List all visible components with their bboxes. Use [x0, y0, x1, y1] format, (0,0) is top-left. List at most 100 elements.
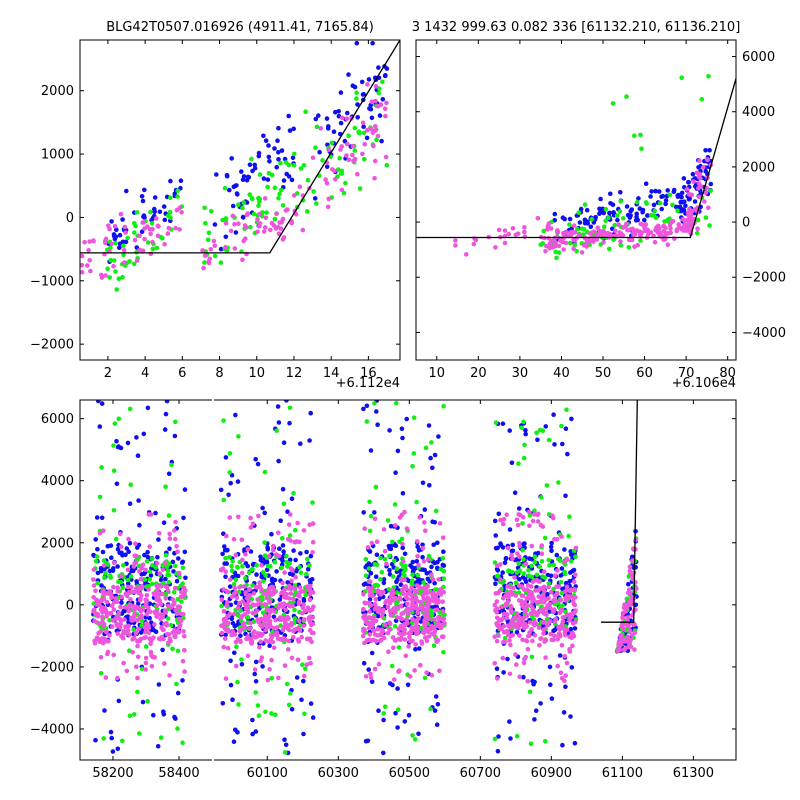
data-point-magenta	[548, 631, 553, 637]
data-point-magenta	[107, 226, 112, 232]
data-point-green	[231, 582, 237, 587]
data-point-blue	[510, 548, 516, 554]
data-point-blue	[258, 554, 263, 560]
data-point-magenta	[572, 587, 578, 592]
data-point-magenta	[130, 637, 135, 642]
data-point-blue	[432, 708, 438, 713]
data-point-magenta	[591, 239, 596, 244]
data-point-magenta	[212, 243, 218, 249]
data-point-blue	[235, 479, 241, 484]
data-point-green	[543, 739, 548, 744]
data-point-blue	[377, 596, 382, 602]
data-point-magenta	[232, 611, 237, 617]
data-point-magenta	[373, 638, 379, 644]
data-point-magenta	[269, 634, 275, 640]
data-point-magenta	[310, 155, 316, 161]
data-point-blue	[178, 178, 184, 183]
data-point-blue	[259, 574, 265, 580]
data-point-magenta	[548, 605, 553, 611]
data-point-blue	[381, 580, 387, 586]
data-point-green	[127, 713, 133, 719]
data-point-green	[281, 501, 287, 507]
data-point-magenta	[527, 633, 532, 639]
data-point-magenta	[530, 518, 536, 524]
y-tick-label: −4000	[742, 326, 786, 341]
data-point-magenta	[275, 636, 281, 641]
data-point-green	[103, 570, 108, 576]
data-point-green	[367, 499, 372, 505]
data-point-green	[516, 561, 521, 566]
data-point-blue	[291, 548, 296, 553]
data-point-green	[108, 573, 113, 578]
data-point-green	[521, 455, 527, 461]
data-point-magenta	[244, 212, 250, 217]
data-point-green	[113, 240, 118, 246]
data-point-magenta	[125, 628, 131, 633]
data-point-blue	[431, 542, 437, 547]
data-point-magenta	[552, 243, 558, 249]
data-point-green	[269, 172, 275, 178]
data-point-magenta	[571, 579, 577, 584]
data-point-magenta	[162, 661, 167, 666]
data-point-blue	[228, 480, 233, 486]
data-point-blue	[416, 731, 421, 737]
data-point-green	[236, 202, 241, 207]
data-point-magenta	[150, 239, 155, 245]
data-point-magenta	[551, 608, 556, 614]
data-point-magenta	[286, 623, 292, 628]
data-point-magenta	[178, 611, 184, 617]
data-point-magenta	[365, 82, 370, 87]
data-point-green	[307, 563, 312, 568]
data-point-magenta	[307, 597, 313, 603]
data-point-green	[377, 86, 382, 91]
data-point-magenta	[564, 584, 570, 590]
data-point-magenta	[434, 639, 440, 644]
data-point-magenta	[223, 220, 229, 226]
data-point-green	[134, 210, 140, 215]
data-point-blue	[155, 744, 161, 749]
data-point-green	[179, 599, 184, 604]
data-point-magenta	[288, 591, 294, 596]
top-left-x-offset: +6.112e4	[336, 376, 400, 391]
data-point-blue	[500, 421, 506, 427]
data-point-magenta	[161, 636, 166, 642]
data-point-magenta	[350, 143, 356, 149]
data-point-magenta	[706, 205, 711, 211]
data-point-blue	[610, 202, 616, 207]
data-point-magenta	[256, 618, 261, 623]
data-point-magenta	[510, 556, 515, 561]
data-point-green	[537, 427, 543, 433]
data-point-green	[601, 224, 607, 230]
data-point-green	[262, 469, 268, 475]
data-point-blue	[285, 509, 290, 514]
data-point-magenta	[512, 614, 518, 620]
data-point-magenta	[521, 660, 527, 666]
data-point-green	[329, 140, 335, 146]
data-point-green	[118, 580, 124, 585]
data-point-magenta	[264, 595, 269, 601]
x-tick-label: 14	[323, 366, 340, 381]
data-point-magenta	[437, 617, 442, 622]
data-point-magenta	[401, 610, 406, 616]
data-point-green	[121, 252, 126, 258]
data-point-magenta	[620, 615, 625, 620]
data-point-blue	[121, 608, 127, 614]
data-point-green	[257, 199, 262, 204]
data-point-magenta	[413, 642, 419, 647]
data-point-green	[441, 650, 446, 655]
data-point-magenta	[621, 626, 626, 632]
data-point-magenta	[505, 584, 511, 589]
data-point-magenta	[103, 675, 109, 680]
data-point-magenta	[637, 229, 643, 234]
data-point-magenta	[93, 588, 98, 594]
data-point-magenta	[422, 597, 427, 602]
data-point-blue	[116, 698, 122, 704]
data-point-blue	[267, 643, 272, 648]
data-point-blue	[275, 138, 280, 143]
data-point-green	[149, 221, 155, 226]
axis-frame-right	[214, 399, 737, 761]
data-point-magenta	[304, 584, 310, 589]
data-point-magenta	[674, 227, 680, 233]
data-point-magenta	[670, 219, 676, 224]
data-point-magenta	[140, 562, 146, 567]
